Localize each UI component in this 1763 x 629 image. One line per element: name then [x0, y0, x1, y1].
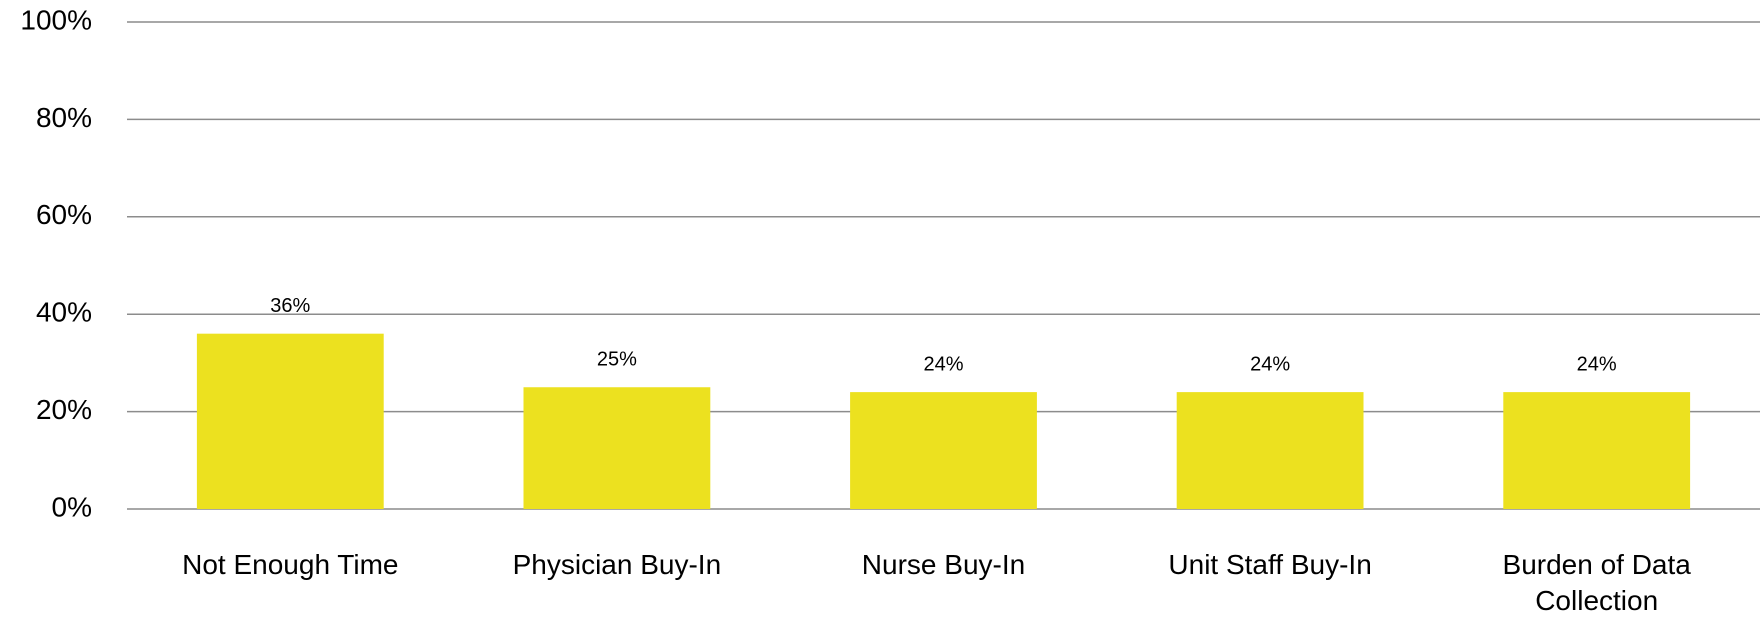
y-tick-label: 80%: [36, 102, 92, 133]
y-tick-label: 60%: [36, 199, 92, 230]
data-label: 24%: [1577, 353, 1617, 375]
data-label: 24%: [1250, 353, 1290, 375]
x-tick-label: Physician Buy-In: [512, 549, 722, 580]
y-tick-label: 20%: [36, 394, 92, 425]
data-label: 36%: [270, 295, 310, 317]
y-tick-label: 0%: [52, 491, 92, 522]
bar: [523, 387, 711, 509]
y-tick-label: 100%: [20, 4, 92, 35]
x-tick-label: Burden of Data Collection: [1502, 549, 1691, 616]
x-tick-label: Not Enough Time: [182, 549, 399, 580]
bar: [1176, 392, 1364, 509]
bar: [1503, 392, 1691, 509]
x-tick-label: Unit Staff Buy-In: [1168, 549, 1372, 580]
data-label: 24%: [923, 353, 963, 375]
bar: [196, 333, 384, 509]
x-tick-label: Nurse Buy-In: [861, 549, 1026, 580]
bar: [850, 392, 1037, 509]
data-label: 25%: [597, 349, 637, 371]
y-tick-label: 40%: [36, 297, 92, 328]
